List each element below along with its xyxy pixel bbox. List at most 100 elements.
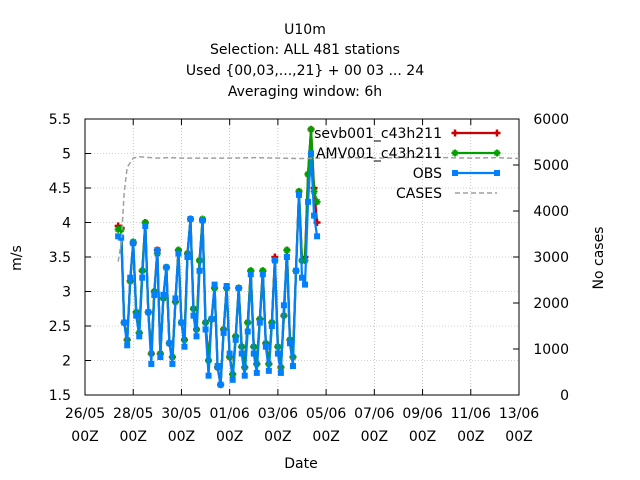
y-tick-label: 1.5 (49, 388, 71, 404)
x-tick-label-time: 00Z (168, 429, 195, 445)
legend-label: sevb001_c43h211 (314, 126, 442, 142)
legend-marker (451, 129, 459, 137)
legend-label: OBS (413, 166, 442, 182)
chart-title: U10m Selection: ALL 481 stations Used {0… (186, 22, 424, 100)
data-point (133, 312, 140, 319)
data-point (232, 336, 239, 343)
legend-entry: AMV001_c43h211 (316, 146, 501, 162)
series (114, 125, 520, 389)
legend-entry: OBS (413, 166, 500, 182)
data-point (292, 267, 299, 274)
series-obs (115, 150, 321, 388)
x-tick-label-time: 00Z (409, 429, 436, 445)
legend-label: CASES (396, 186, 442, 202)
data-point (199, 217, 206, 224)
data-point (202, 326, 209, 333)
legend-marker (493, 149, 501, 157)
y2-tick-label: 6000 (533, 112, 569, 128)
data-point (308, 150, 315, 157)
data-point (121, 319, 128, 326)
legend-marker (452, 170, 458, 176)
data-point (193, 333, 200, 340)
data-point (238, 350, 245, 357)
data-point (190, 312, 197, 319)
data-point (175, 250, 182, 257)
data-point (277, 369, 284, 376)
data-point (163, 264, 170, 271)
y-tick-label: 3 (62, 285, 71, 301)
data-point (187, 216, 194, 223)
x-tick-label-time: 00Z (505, 429, 532, 445)
x-tick-label-time: 00Z (71, 429, 98, 445)
y2-tick-label: 4000 (533, 204, 569, 220)
data-point (160, 291, 167, 298)
x-tick-label-date: 09/06 (402, 406, 442, 422)
data-point (136, 333, 143, 340)
x-tick-label-time: 00Z (120, 429, 147, 445)
data-point (250, 350, 257, 357)
y2-tick-label: 1000 (533, 342, 569, 358)
y-tick-label: 5 (62, 147, 71, 163)
data-point (305, 198, 312, 205)
data-point (268, 323, 275, 329)
data-point (148, 360, 155, 367)
data-point (223, 282, 230, 289)
data-point (235, 285, 242, 292)
y-tick-label: 5.5 (49, 112, 71, 128)
x-tick-label-time: 00Z (457, 429, 484, 445)
data-point (151, 291, 158, 298)
data-point (157, 354, 164, 361)
data-point (295, 191, 302, 198)
data-point (181, 343, 188, 350)
legend-marker-d2 (451, 149, 459, 157)
chart-title-line-1: U10m (284, 22, 326, 38)
legend-label: AMV001_c43h211 (316, 146, 442, 162)
data-point (220, 329, 227, 336)
data-point (283, 254, 290, 260)
data-point (172, 295, 179, 302)
data-point (196, 267, 203, 274)
data-point (299, 274, 305, 281)
x-tick-label-date: 11/06 (451, 406, 491, 422)
data-point (115, 233, 122, 240)
data-point (262, 343, 269, 350)
y2-tick-label: 5000 (533, 158, 569, 174)
x-tick-label-date: 28/05 (113, 406, 153, 422)
legend-marker-d2 (493, 149, 501, 157)
data-point (142, 222, 149, 229)
data-point (314, 233, 321, 240)
data-point (214, 363, 221, 370)
data-point (253, 369, 260, 376)
data-point (289, 363, 296, 370)
data-point (274, 350, 281, 357)
x-axis-label: Date (284, 456, 317, 472)
data-point (311, 212, 318, 219)
data-point (139, 274, 146, 281)
data-point-d2 (314, 198, 321, 205)
axes: 1.5 2 2.5 3 3.5 4 4.5 5 5.5 0 1000 2000 3000 4000 5000… (49, 112, 569, 445)
data-point (265, 367, 272, 374)
chart-title-line-4: Averaging window: 6h (228, 84, 382, 100)
data-point (280, 302, 287, 309)
y-tick-label: 4.5 (49, 181, 71, 197)
data-point (313, 198, 321, 206)
data-point (154, 247, 161, 254)
y2-tick-label: 3000 (533, 250, 569, 266)
data-point (307, 125, 315, 133)
data-point (283, 246, 291, 254)
y-tick-label: 2.5 (49, 319, 71, 335)
data-point (247, 271, 254, 278)
chart-title-line-2: Selection: ALL 481 stations (210, 42, 400, 58)
data-point (217, 381, 224, 388)
y2-tick-label: 0 (560, 388, 569, 404)
series-cases (117, 155, 520, 262)
x-tick-label-date: 05/06 (306, 406, 346, 422)
x-tick-label-date: 30/05 (161, 406, 201, 422)
data-point (256, 319, 263, 326)
data-point-d2 (308, 126, 315, 133)
data-point-d2 (283, 247, 290, 254)
y-tick-label: 3.5 (49, 250, 71, 266)
data-point (184, 254, 191, 260)
x-tick-label-time: 00Z (264, 429, 291, 445)
data-point (205, 372, 212, 379)
